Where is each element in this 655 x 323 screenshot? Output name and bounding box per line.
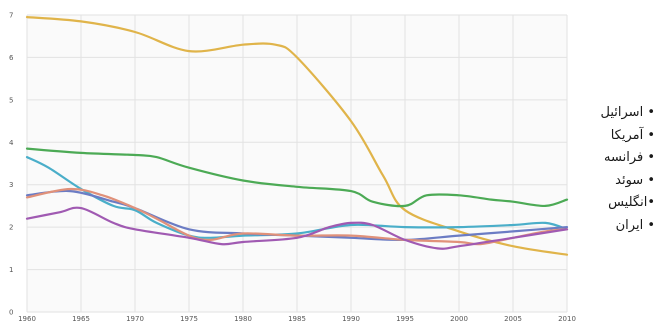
legend: • اسرائیل • آمریکا • فرانسه • سوئد •انگل… bbox=[566, 102, 655, 237]
legend-item-england: •انگلیس bbox=[608, 195, 655, 210]
x-tick-label: 2010 bbox=[558, 315, 576, 323]
x-tick-label: 2000 bbox=[450, 315, 468, 323]
y-tick-label: 7 bbox=[9, 12, 13, 20]
legend-item-israel: • اسرائیل bbox=[600, 105, 655, 120]
x-tick-label: 2005 bbox=[504, 315, 522, 323]
series-lines bbox=[25, 16, 569, 256]
x-tick-label: 1965 bbox=[72, 315, 90, 323]
series-line-5 bbox=[25, 206, 569, 250]
x-tick-label: 1975 bbox=[180, 315, 198, 323]
y-tick-label: 3 bbox=[9, 181, 13, 189]
series-line-0 bbox=[25, 16, 569, 256]
x-tick-label: 1985 bbox=[288, 315, 306, 323]
legend-item-sweden: • سوئد bbox=[615, 172, 655, 188]
series-line-1 bbox=[25, 147, 569, 208]
y-tick-label: 1 bbox=[9, 266, 13, 274]
x-tick-label: 1980 bbox=[234, 315, 252, 323]
y-tick-label: 0 bbox=[9, 309, 13, 317]
legend-item-iran: • ایران bbox=[615, 217, 655, 233]
grid-lines bbox=[26, 14, 568, 313]
axis-labels: 0 1 2 3 4 5 6 7 1960 1965 1970 1975 1980 1985 1990 1995… bbox=[9, 12, 576, 323]
legend-item-usa: • آمریکا bbox=[610, 127, 655, 143]
legend-item-france: • فرانسه bbox=[604, 150, 655, 165]
y-tick-label: 5 bbox=[9, 96, 13, 104]
x-tick-label: 1960 bbox=[18, 315, 36, 323]
y-tick-label: 6 bbox=[9, 54, 14, 62]
x-tick-label: 1990 bbox=[342, 315, 360, 323]
x-tick-label: 1970 bbox=[126, 315, 144, 323]
y-tick-label: 4 bbox=[9, 139, 14, 147]
y-tick-label: 2 bbox=[9, 224, 13, 232]
x-tick-label: 1995 bbox=[396, 315, 414, 323]
